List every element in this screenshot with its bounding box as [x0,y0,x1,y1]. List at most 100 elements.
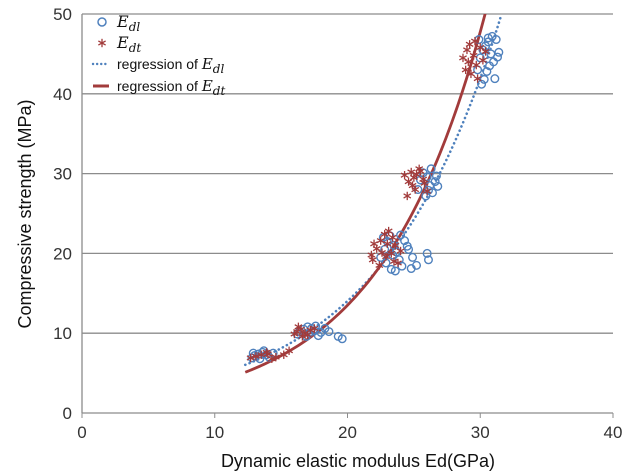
legend-label-subscript: dt [129,41,142,55]
data-point-Edt [378,248,386,257]
data-point-Edt [376,236,385,245]
data-point-Edt [375,261,384,270]
data-point-Edt [423,186,432,196]
data-point-Edt [419,174,428,184]
data-point-Edl [473,65,483,75]
x-tick-label: 0 [77,423,86,442]
data-point-Edt [383,239,392,249]
data-point-Edt [310,324,319,333]
x-tick-label: 40 [604,423,623,442]
data-point-Edt [459,53,467,63]
x-tick-labels: 0 10 20 30 40 [77,423,622,442]
legend-label-subscript: dt [213,84,226,98]
data-point-Edl [396,230,406,240]
data-point-Edt [285,346,294,355]
data-point-Edt [396,246,405,256]
legend-label-subscript: dl [129,20,141,34]
legend-label: Edl [116,12,140,34]
data-point-Edl [490,74,500,84]
data-point-Edt [391,241,400,250]
data-point-Edl [386,264,396,274]
data-point-Edl [337,334,347,344]
data-points [246,31,504,364]
legend-label-main: E [116,33,129,52]
data-point-Edl [494,47,504,57]
regression-line-Edl [243,14,503,367]
y-tick-label: 30 [53,165,72,184]
legend-label-subscript: dl [213,62,225,76]
x-tick-label: 20 [338,423,357,442]
y-tick-label: 20 [53,244,72,263]
data-point-Edt [367,250,376,260]
data-point-Edt [415,164,424,174]
data-point-Edt [380,230,389,239]
legend-label-math: E [201,77,213,95]
data-point-Edt [290,329,299,339]
data-point-Edt [382,252,390,261]
legend-label-main: regression of [117,78,202,94]
legend-label-main: E [116,12,129,31]
data-point-Edl [479,74,489,84]
legend-marker-circle [97,17,107,27]
data-point-Edl [406,264,416,274]
data-point-Edt [407,167,416,177]
data-point-Edl [402,241,412,251]
data-point-Edl [426,164,436,174]
data-point-Edl [430,177,440,187]
legend-label: Edt [116,33,141,55]
data-point-Edl [433,181,443,191]
data-point-Edl [423,255,433,265]
data-point-Edt [481,47,490,56]
data-point-Edt [388,233,397,242]
data-point-Edl [324,327,334,337]
data-point-Edt [464,57,473,67]
data-point-Edt [472,60,481,70]
data-point-Edl [431,171,441,181]
y-tick-label: 10 [53,324,72,343]
data-point-Edt [262,348,271,357]
data-point-Edl [487,31,497,41]
y-tick-labels: 0 10 20 30 40 50 [53,5,72,423]
data-point-Edt [470,36,479,46]
x-axis-title: Dynamic elastic modulus Ed(GPa) [221,451,495,471]
y-tick-label: 0 [63,404,72,423]
legend-label: regression of Edl [117,55,224,76]
data-point-Edt [267,354,276,363]
data-point-Edt [246,353,255,363]
data-point-Edt [403,191,412,201]
data-point-Edt [368,255,377,264]
data-point-Edt [294,322,303,332]
data-point-Edt [466,69,475,79]
y-tick-label: 40 [53,85,72,104]
data-point-Edt [411,185,420,194]
data-point-Edt [251,352,260,361]
legend-label-math: E [201,55,213,73]
data-point-Edt [461,65,470,75]
legend-marker-asterisk [98,38,106,48]
x-tick-label: 10 [205,423,224,442]
data-point-Edt [404,177,413,186]
data-point-Edl [493,52,503,62]
y-tick-label: 50 [53,5,72,24]
gridlines [82,13,613,334]
data-point-Edt [279,350,288,359]
data-point-Edt [370,239,379,249]
data-point-Edt [298,332,307,341]
legend-label-main: regression of [117,56,202,72]
data-point-Edl [408,252,418,262]
data-point-Edl [477,79,487,89]
data-point-Edl [390,266,400,276]
regression-line-Edt [244,14,487,374]
data-point-Edl [483,33,493,43]
y-axis-title: Compressive strength (MPa) [15,99,35,328]
data-point-Edt [469,51,478,60]
data-point-Edl [422,248,432,258]
data-point-Edl [485,61,495,71]
data-point-Edt [400,170,409,180]
data-point-Edt [393,258,402,268]
x-tick-label: 30 [471,423,490,442]
data-point-Edt [478,56,487,65]
data-point-Edt [476,43,485,52]
